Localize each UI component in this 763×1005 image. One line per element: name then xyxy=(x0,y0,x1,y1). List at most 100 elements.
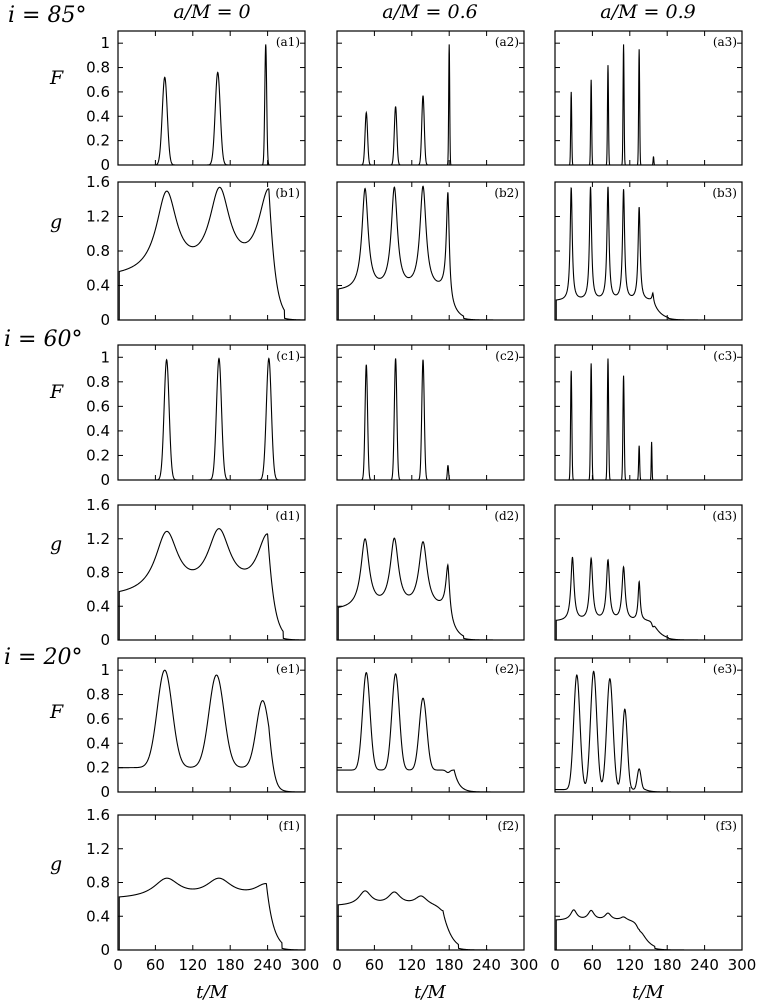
plot-frame xyxy=(554,504,743,641)
panel-c1: 0 0.2 0.4 0.6 0.8 1 (c1) xyxy=(86,344,306,489)
y-tick-label: 0.8 xyxy=(86,874,110,892)
plot-frame xyxy=(554,181,743,321)
panel-f1: 0 0.4 0.8 1.2 1.6 0 60 120 180 240 300 (f1) xyxy=(86,806,319,974)
y-tick-label: 0.8 xyxy=(86,242,110,260)
series-line xyxy=(555,44,742,166)
y-tick-label: 0 xyxy=(100,311,110,329)
plot-frame xyxy=(336,181,525,321)
series-line xyxy=(555,358,742,481)
row-label-F-3: F xyxy=(49,701,64,723)
panel-d1: 0 0.4 0.8 1.2 1.6 (d1) xyxy=(86,496,306,649)
panel-tag: (c3) xyxy=(713,349,737,363)
y-tick-label: 0 xyxy=(100,783,110,801)
inclination-label-20: i = 20° xyxy=(4,645,82,670)
row-label-g-2: g xyxy=(50,533,62,555)
y-tick-label: 1.2 xyxy=(86,840,110,858)
series-line xyxy=(118,44,305,166)
y-tick-label: 0.4 xyxy=(86,907,110,925)
x-tick-label: 60 xyxy=(146,956,165,974)
panel-d2: (d2) xyxy=(336,504,525,641)
y-tick-label: 0.4 xyxy=(86,277,110,295)
y-tick-label: 1.6 xyxy=(86,806,110,824)
x-tick-label: 300 xyxy=(291,956,320,974)
series-line xyxy=(337,890,524,951)
series-line xyxy=(337,671,524,793)
series-line xyxy=(118,669,305,793)
inclination-label-85: i = 85° xyxy=(8,3,86,28)
y-tick-label: 0.4 xyxy=(86,422,110,440)
plot-frame xyxy=(336,657,525,793)
y-tick-label: 0.8 xyxy=(86,373,110,391)
panel-tag: (b2) xyxy=(494,186,519,200)
x-tick-label: 240 xyxy=(253,956,282,974)
panel-tag: (b1) xyxy=(275,186,300,200)
series-line xyxy=(555,909,742,951)
column-title-2: a/M = 0.6 xyxy=(382,1,477,23)
series-line xyxy=(337,537,524,641)
plot-frame xyxy=(117,504,306,641)
y-tick-label: 0.6 xyxy=(86,83,110,101)
panel-tag: (d2) xyxy=(494,509,519,523)
inclination-label-60: i = 60° xyxy=(4,327,82,352)
plot-frame xyxy=(554,657,743,793)
plot-frame xyxy=(554,344,743,481)
panel-b2: (b2) xyxy=(336,181,525,321)
panel-tag: (e2) xyxy=(495,662,519,676)
x-axis-label-1: t/M xyxy=(196,982,228,1003)
x-tick-label: 0 xyxy=(332,956,342,974)
y-tick-label: 0 xyxy=(100,471,110,489)
panel-e3: (e3) xyxy=(554,657,743,793)
y-tick-label: 1.6 xyxy=(86,173,110,191)
panel-tag: (c1) xyxy=(276,349,300,363)
series-line xyxy=(555,556,742,641)
y-tick-label: 1.6 xyxy=(86,496,110,514)
panel-tag: (a1) xyxy=(276,35,300,49)
x-tick-label: 0 xyxy=(550,956,560,974)
x-tick-label: 60 xyxy=(365,956,384,974)
y-tick-label: 0 xyxy=(100,156,110,174)
panel-tag: (f2) xyxy=(498,819,519,833)
y-tick-label: 0.8 xyxy=(86,564,110,582)
series-line xyxy=(337,358,524,481)
x-tick-label: 300 xyxy=(510,956,539,974)
panel-tag: (a2) xyxy=(495,35,519,49)
plot-frame xyxy=(336,814,525,951)
y-tick-label: 1 xyxy=(100,348,110,366)
y-tick-label: 1 xyxy=(100,661,110,679)
panel-a3: (a3) xyxy=(554,30,743,166)
y-tick-label: 0.6 xyxy=(86,710,110,728)
x-tick-label: 300 xyxy=(728,956,757,974)
row-label-g-1: g xyxy=(50,211,62,233)
y-tick-label: 1.2 xyxy=(86,208,110,226)
panel-c3: (c3) xyxy=(554,344,743,481)
y-tick-label: 0.4 xyxy=(86,734,110,752)
panel-tag: (d1) xyxy=(275,509,300,523)
panel-a2: (a2) xyxy=(336,30,525,166)
series-line xyxy=(118,186,306,321)
x-tick-label: 120 xyxy=(397,956,426,974)
column-title-1: a/M = 0 xyxy=(173,1,250,23)
x-axis-label-3: t/M xyxy=(632,982,664,1003)
y-tick-label: 0 xyxy=(100,941,110,959)
plot-frame xyxy=(117,657,306,793)
x-axis-label-2: t/M xyxy=(414,982,446,1003)
panel-b1: 0 0.4 0.8 1.2 1.6 (b1) xyxy=(86,173,306,329)
panel-e2: (e2) xyxy=(336,657,525,793)
series-line xyxy=(118,357,305,481)
y-tick-label: 1 xyxy=(100,34,110,52)
plot-frame xyxy=(117,181,306,321)
y-tick-label: 0 xyxy=(100,631,110,649)
x-tick-label: 120 xyxy=(178,956,207,974)
x-tick-label: 240 xyxy=(472,956,501,974)
panel-tag: (b3) xyxy=(712,186,737,200)
series-line xyxy=(337,44,524,166)
panel-tag: (e1) xyxy=(276,662,300,676)
series-line xyxy=(118,877,305,951)
x-tick-label: 180 xyxy=(653,956,682,974)
column-title-3: a/M = 0.9 xyxy=(600,1,695,23)
plot-frame xyxy=(117,814,306,951)
panel-f3: 0 60 120 180 240 300 (f3) xyxy=(550,814,757,974)
plot-frame xyxy=(554,30,743,166)
panel-tag: (d3) xyxy=(712,509,737,523)
plot-frame xyxy=(117,344,306,481)
